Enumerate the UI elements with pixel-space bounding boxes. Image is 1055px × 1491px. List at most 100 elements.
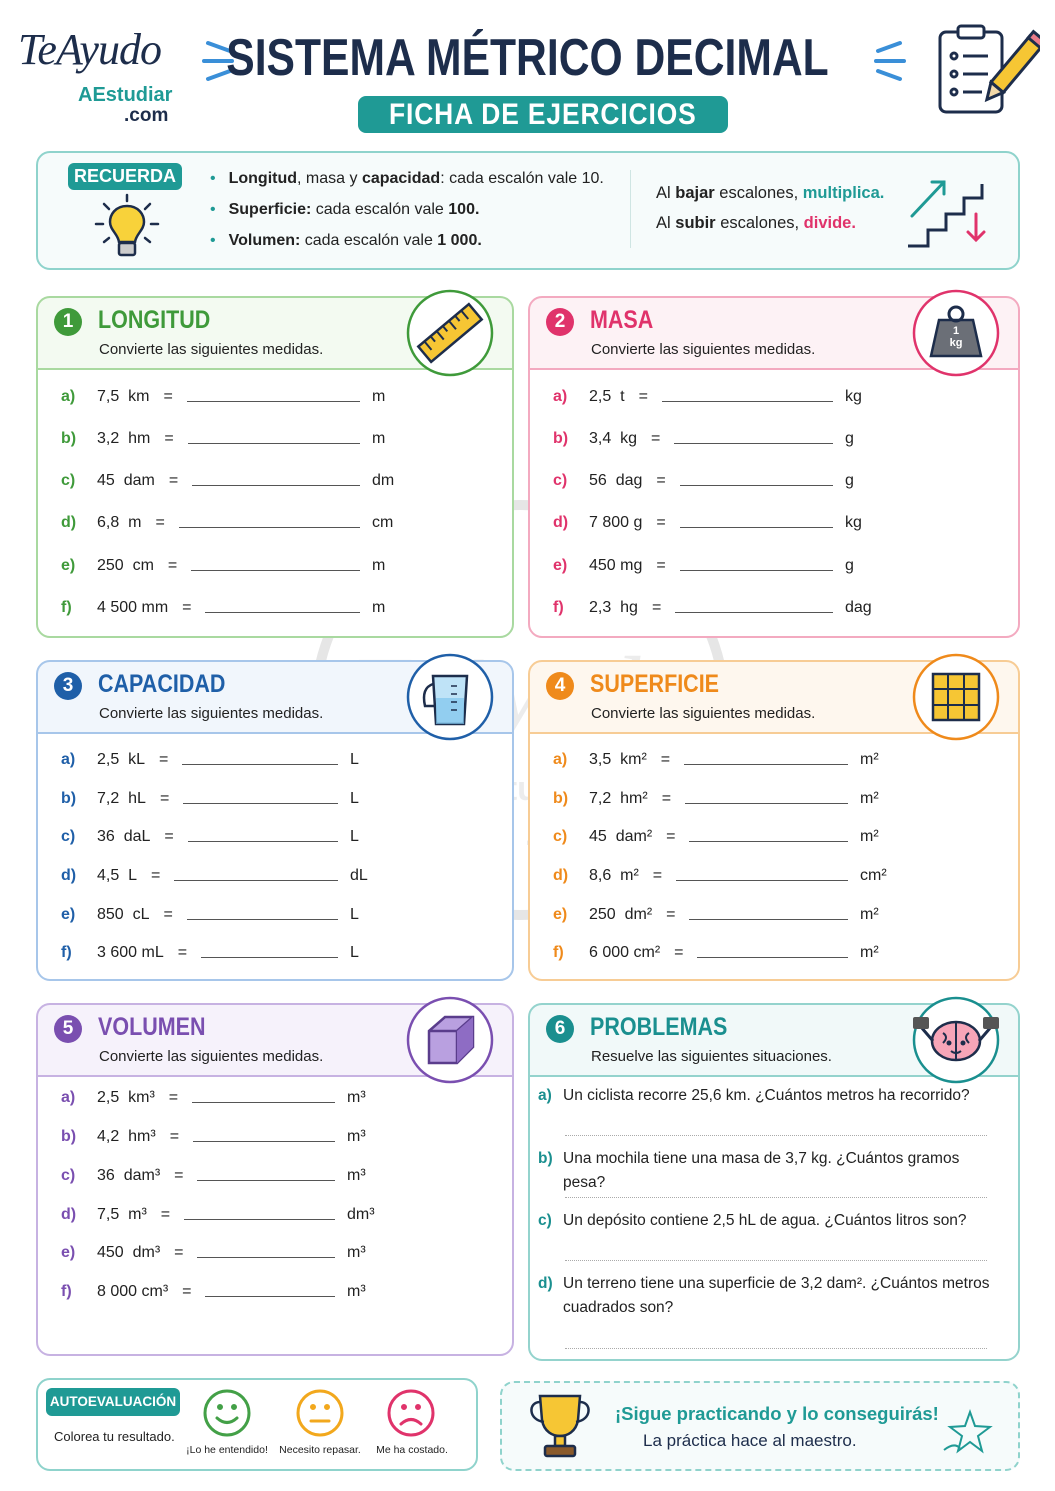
exercise-label: b) bbox=[61, 430, 77, 447]
section-title: PROBLEMAS bbox=[590, 1013, 728, 1041]
exercise-unit: m² bbox=[860, 906, 879, 923]
answer-line bbox=[689, 840, 848, 842]
exercise-unit: m bbox=[372, 599, 386, 616]
section-number: 1 bbox=[54, 308, 82, 336]
star-doodle bbox=[943, 1409, 993, 1454]
exercise-quantity: 2,5 km³ bbox=[97, 1089, 155, 1106]
exercise-unit: m² bbox=[860, 944, 879, 961]
exercise-unit: L bbox=[350, 906, 359, 923]
equals-sign: = bbox=[169, 1128, 180, 1145]
answer-line bbox=[186, 400, 360, 402]
answer-line bbox=[192, 484, 360, 486]
logo-domain: .com bbox=[124, 105, 169, 126]
motivation-headline: ¡Sigue practicando y lo conseguirás! bbox=[615, 1403, 939, 1424]
exercise-quantity: 4,2 hm³ bbox=[97, 1128, 156, 1145]
equals-sign: = bbox=[177, 944, 188, 961]
rule-bold: Volumen: bbox=[228, 232, 301, 249]
exercise-row: a) 3,5 km² = m² bbox=[553, 749, 900, 771]
exercise-row: c) 45 dam = dm bbox=[61, 470, 412, 492]
exercise-unit: L bbox=[350, 790, 359, 807]
exercise-row: a) 7,5 km = m bbox=[61, 386, 412, 408]
exercise-unit: L bbox=[350, 751, 359, 768]
section-icon bbox=[912, 996, 1000, 1084]
answer-line bbox=[182, 763, 338, 765]
rule-bold: 100. bbox=[448, 201, 480, 218]
title-deco-right bbox=[874, 41, 906, 81]
reminder-rule: Volumen: cada escalón vale 1 000. bbox=[210, 232, 482, 250]
exercise-quantity: 2,3 hg bbox=[589, 599, 638, 616]
exercise-unit: m bbox=[372, 430, 386, 447]
exercise-row: d) 7 800 g = kg bbox=[553, 512, 885, 534]
equals-sign: = bbox=[174, 1244, 184, 1261]
exercise-label: f) bbox=[553, 944, 564, 961]
exercise-quantity: 36 dam³ bbox=[97, 1167, 161, 1184]
section-divider bbox=[530, 368, 1018, 370]
answer-line bbox=[183, 802, 338, 804]
exercise-unit: kg bbox=[845, 514, 862, 531]
exercise-label: f) bbox=[61, 599, 72, 616]
exercise-quantity: 250 cm bbox=[97, 557, 154, 574]
answer-line bbox=[661, 400, 833, 402]
exercise-unit: m² bbox=[860, 751, 879, 768]
exercise-unit: m³ bbox=[347, 1244, 366, 1261]
exercise-unit: m³ bbox=[347, 1283, 366, 1300]
tip-text: escalones, bbox=[714, 184, 803, 202]
rule-bold: 1 000. bbox=[437, 232, 482, 249]
equals-sign: = bbox=[151, 867, 161, 884]
tip-text: escalones, bbox=[715, 214, 804, 232]
exercise-label: b) bbox=[61, 1128, 77, 1145]
exercise-label: b) bbox=[61, 790, 77, 807]
exercise-quantity: 45 dam bbox=[97, 472, 155, 489]
exercise-quantity: 7,5 m³ bbox=[97, 1206, 147, 1223]
section-title: CAPACIDAD bbox=[98, 670, 226, 698]
exercise-unit: kg bbox=[845, 388, 862, 405]
problem-row: c) Un depósito contiene 2,5 hL de agua. ¿… bbox=[538, 1209, 990, 1233]
answer-dotted-line bbox=[565, 1135, 987, 1136]
exercise-label: a) bbox=[61, 1089, 76, 1106]
exercise-row: b) 7,2 hm² = m² bbox=[553, 788, 900, 810]
exercise-label: d) bbox=[553, 514, 569, 531]
tip-text: Al bbox=[656, 184, 676, 202]
answer-line bbox=[676, 879, 848, 881]
exercise-quantity: 2,5 kL bbox=[97, 751, 146, 768]
answer-line bbox=[675, 611, 833, 613]
exercise-unit: g bbox=[845, 472, 854, 489]
rule-text: cada escalón vale bbox=[311, 201, 449, 218]
exercise-label: e) bbox=[553, 906, 568, 923]
section-divider bbox=[38, 368, 512, 370]
exercise-quantity: 3,4 kg bbox=[589, 430, 638, 447]
logo-main: TeAyudo bbox=[18, 25, 162, 74]
section-instruction: Convierte las siguientes medidas. bbox=[99, 1048, 324, 1065]
self-assessment-badge: AUTOEVALUACIÓN bbox=[46, 1388, 180, 1416]
section-divider bbox=[38, 1075, 512, 1077]
exercise-quantity: 7,2 hm² bbox=[589, 790, 648, 807]
answer-dotted-line bbox=[565, 1348, 987, 1349]
answer-line bbox=[697, 956, 848, 958]
exercise-row: f) 4 500 mm = m bbox=[61, 597, 412, 619]
equals-sign: = bbox=[164, 430, 174, 447]
exercise-row: e) 450 dm³ = m³ bbox=[61, 1242, 387, 1264]
equals-sign: = bbox=[638, 388, 648, 405]
equals-sign: = bbox=[159, 790, 170, 807]
exercise-label: a) bbox=[61, 388, 76, 405]
equals-sign: = bbox=[660, 751, 671, 768]
exercise-label: e) bbox=[553, 557, 568, 574]
section-number: 5 bbox=[54, 1015, 82, 1043]
exercise-label: a) bbox=[553, 388, 568, 405]
exercise-label: d) bbox=[61, 867, 77, 884]
exercise-unit: m bbox=[372, 557, 386, 574]
exercise-label: e) bbox=[61, 906, 76, 923]
logo-sub: AEstudiar bbox=[78, 84, 173, 106]
answer-line bbox=[187, 442, 360, 444]
section-icon bbox=[912, 653, 1000, 741]
exercise-quantity: 250 dm² bbox=[589, 906, 653, 923]
section-title: LONGITUD bbox=[98, 306, 211, 334]
answer-line bbox=[205, 611, 360, 613]
reminder-badge: RECUERDA bbox=[68, 163, 182, 190]
equals-sign: = bbox=[666, 828, 676, 845]
self-assessment-option: ¡Lo he entendido! bbox=[186, 1444, 268, 1456]
page-subtitle: FICHA DE EJERCICIOS bbox=[389, 98, 697, 131]
section-number: 4 bbox=[546, 672, 574, 700]
exercise-unit: m³ bbox=[347, 1089, 366, 1106]
exercise-unit: dm³ bbox=[347, 1206, 375, 1223]
